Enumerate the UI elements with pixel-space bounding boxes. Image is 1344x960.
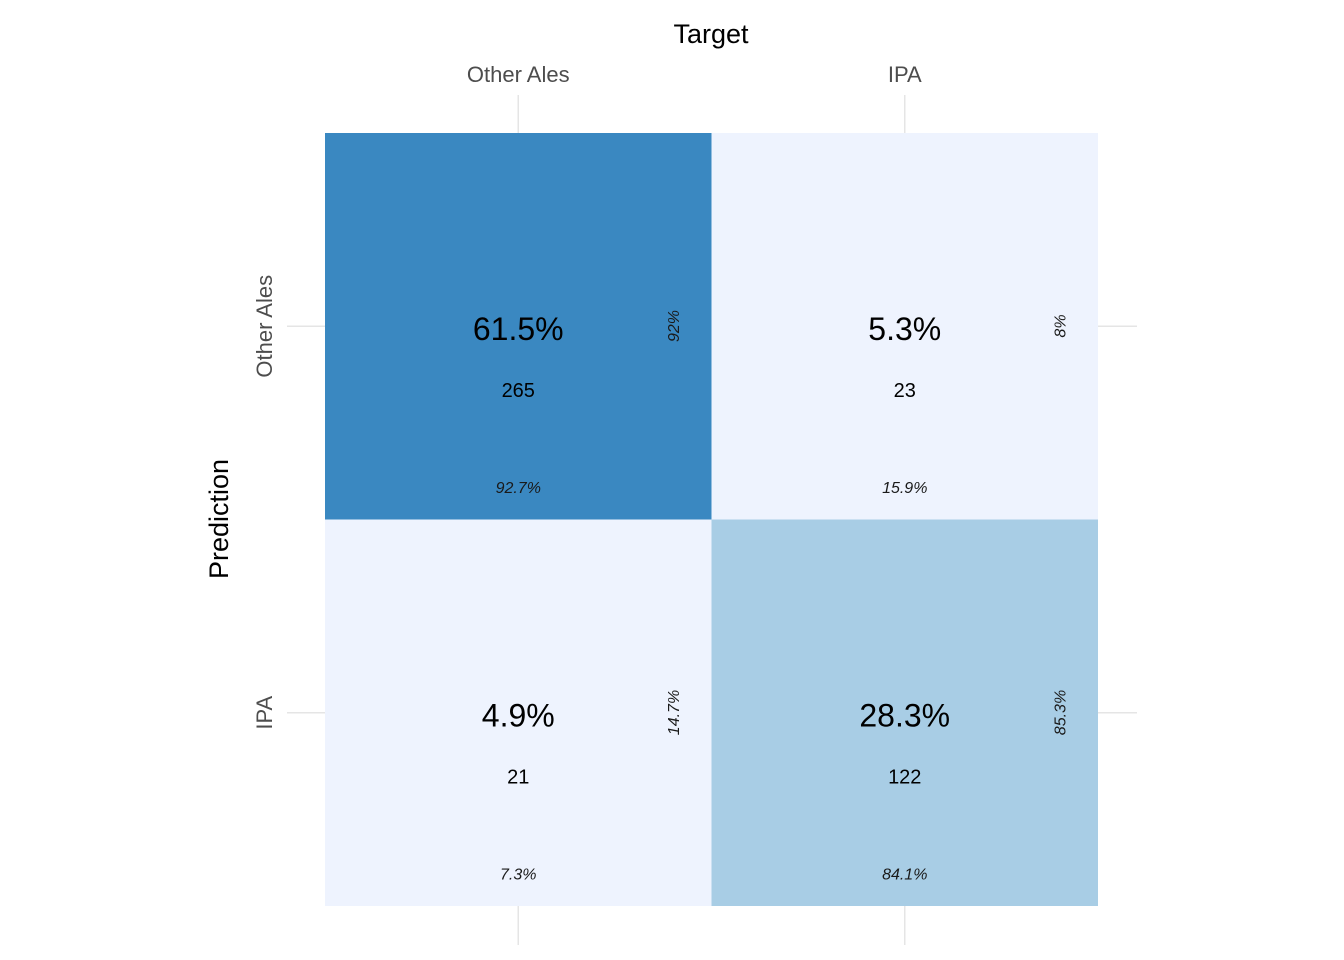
tick-labels: Other Ales IPA Other Ales IPA <box>252 62 922 730</box>
matrix-cell <box>711 519 1098 906</box>
cell-count-label: 122 <box>888 767 921 789</box>
x-tick-label: IPA <box>888 62 922 87</box>
cell-percent-label: 61.5% <box>473 311 564 347</box>
cell-row-percent-label: 14.7% <box>666 690 683 735</box>
cell-row-percent-label: 8% <box>1053 314 1070 337</box>
cell-count-label: 265 <box>502 380 535 402</box>
cell-column-percent-label: 84.1% <box>882 867 927 884</box>
y-axis-title: Prediction <box>204 459 234 579</box>
cell-column-percent-label: 15.9% <box>882 480 927 497</box>
matrix-cell <box>711 133 1098 520</box>
cell-labels: 61.5% 265 92.7% 92% 5.3% 23 15.9% 8% 4.9% 21 7.3% 1… <box>473 310 1070 884</box>
cell-percent-label: 4.9% <box>482 698 555 734</box>
cell-row-percent-label: 92% <box>666 310 683 342</box>
cell-column-percent-label: 7.3% <box>500 867 536 884</box>
cell-count-label: 21 <box>507 767 529 789</box>
x-axis-title: Target <box>673 19 749 49</box>
matrix-cell <box>325 519 712 906</box>
cell-percent-label: 28.3% <box>859 698 950 734</box>
y-tick-label: Other Ales <box>252 275 277 378</box>
matrix-cell <box>325 133 712 520</box>
matrix-cells <box>325 133 1098 906</box>
x-tick-label: Other Ales <box>467 62 570 87</box>
y-tick-label: IPA <box>252 696 277 730</box>
cell-row-percent-label: 85.3% <box>1053 690 1070 735</box>
cell-count-label: 23 <box>894 380 916 402</box>
cell-percent-label: 5.3% <box>868 311 941 347</box>
cell-column-percent-label: 92.7% <box>496 480 541 497</box>
